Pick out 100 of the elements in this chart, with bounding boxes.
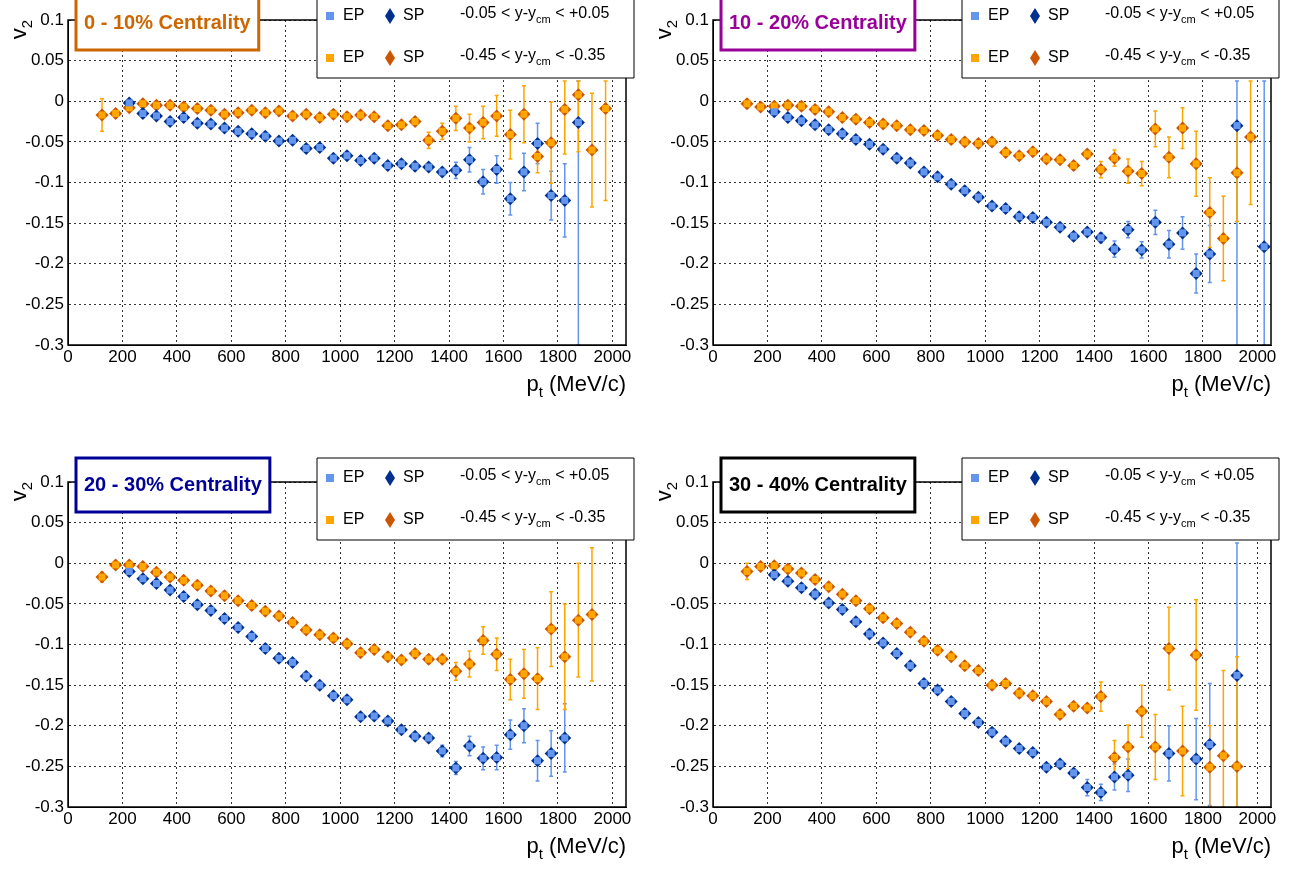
y-tick-label: -0.3 (679, 334, 709, 354)
y-tick-label: -0.25 (670, 294, 709, 314)
x-tick-label: 1600 (1129, 808, 1168, 828)
x-tick-label: 800 (916, 808, 945, 828)
y-tick-label: 0 (699, 552, 709, 572)
y-tick-label: -0.1 (34, 172, 64, 192)
y-tick-label: -0.15 (670, 674, 709, 694)
x-tick-label: 1200 (375, 346, 414, 366)
x-tick-label: 2000 (1238, 808, 1277, 828)
x-tick-label: 1800 (1184, 346, 1222, 366)
chart-title: 20 - 30% Centrality (84, 472, 263, 495)
legend-label: SP (1048, 468, 1070, 486)
chart-title: 10 - 20% Centrality (729, 10, 908, 33)
y-tick-label: -0.1 (679, 172, 709, 192)
x-tick-label: 1200 (375, 808, 414, 828)
x-tick-label: 1400 (430, 346, 468, 366)
x-tick-label: 1600 (484, 346, 523, 366)
x-tick-label: 200 (753, 808, 782, 828)
x-tick-label: 600 (862, 346, 891, 366)
x-tick-label: 1000 (321, 346, 360, 366)
y-tick-label: -0.25 (25, 756, 64, 776)
legend-label: SP (403, 510, 425, 528)
x-tick-label: 400 (162, 346, 192, 366)
y-tick-label: -0.15 (670, 212, 709, 232)
legend-label: SP (1048, 6, 1070, 24)
y-tick-label: -0.2 (34, 715, 64, 735)
y-tick-label: 0.05 (30, 512, 64, 532)
y-tick-label: -0.3 (679, 796, 709, 816)
y-axis-title: v2 (6, 482, 35, 502)
y-tick-label: 0.1 (685, 471, 709, 491)
y-tick-label: 0.05 (30, 50, 64, 70)
legend-label: EP (343, 468, 365, 486)
legend-label: EP (988, 6, 1010, 24)
x-tick-label: 400 (807, 346, 837, 366)
y-tick-label: -0.3 (34, 334, 64, 354)
chart-title: 30 - 40% Centrality (729, 472, 908, 495)
legend-label: EP (343, 48, 365, 66)
x-tick-label: 1000 (321, 808, 360, 828)
y-tick-label: 0 (699, 90, 709, 110)
x-tick-label: 600 (862, 808, 891, 828)
x-tick-label: 1000 (966, 346, 1005, 366)
y-tick-label: -0.2 (679, 253, 709, 273)
x-tick-label: 400 (807, 808, 837, 828)
y-tick-label: 0.05 (675, 50, 709, 70)
y-tick-label: -0.05 (670, 593, 709, 613)
x-tick-label: 2000 (1238, 346, 1277, 366)
y-axis-title: v2 (6, 20, 35, 40)
x-tick-label: 800 (271, 808, 300, 828)
legend-label: EP (343, 6, 365, 24)
x-tick-label: 2000 (593, 346, 632, 366)
y-tick-label: 0 (54, 90, 64, 110)
y-tick-label: 0.1 (685, 9, 709, 29)
y-tick-label: -0.25 (25, 294, 64, 314)
y-tick-label: -0.25 (670, 756, 709, 776)
legend-label: SP (403, 48, 425, 66)
y-tick-label: -0.05 (25, 131, 64, 151)
y-tick-label: -0.15 (25, 212, 64, 232)
x-tick-label: 600 (217, 808, 246, 828)
y-tick-label: 0 (54, 552, 64, 572)
y-tick-label: -0.1 (679, 634, 709, 654)
y-tick-label: -0.2 (679, 715, 709, 735)
y-tick-label: -0.3 (34, 796, 64, 816)
legend-label: EP (988, 48, 1010, 66)
y-tick-label: -0.05 (670, 131, 709, 151)
y-tick-label: -0.2 (34, 253, 64, 273)
y-tick-label: -0.05 (25, 593, 64, 613)
legend-label: EP (343, 510, 365, 528)
x-tick-label: 800 (271, 346, 300, 366)
legend-label: SP (403, 468, 425, 486)
x-tick-label: 200 (108, 808, 137, 828)
x-tick-label: 600 (217, 346, 246, 366)
x-tick-label: 1000 (966, 808, 1005, 828)
y-tick-label: -0.15 (25, 674, 64, 694)
legend-label: SP (403, 6, 425, 24)
x-tick-label: 1800 (539, 808, 577, 828)
x-tick-label: 1800 (1184, 808, 1222, 828)
y-tick-label: 0.1 (40, 471, 64, 491)
y-tick-label: 0.1 (40, 9, 64, 29)
x-tick-label: 1800 (539, 346, 577, 366)
legend-label: EP (988, 468, 1010, 486)
x-tick-label: 1200 (1020, 346, 1059, 366)
legend-label: SP (1048, 48, 1070, 66)
y-axis-title: v2 (651, 20, 680, 40)
x-tick-label: 400 (162, 808, 192, 828)
x-tick-label: 1400 (430, 808, 468, 828)
y-tick-label: -0.1 (34, 634, 64, 654)
x-tick-label: 800 (916, 346, 945, 366)
x-tick-label: 1600 (1129, 346, 1168, 366)
x-tick-label: 200 (753, 346, 782, 366)
legend-label: SP (1048, 510, 1070, 528)
y-axis-title: v2 (651, 482, 680, 502)
y-tick-label: 0.05 (675, 512, 709, 532)
chart-title: 0 - 10% Centrality (84, 10, 252, 33)
legend-label: EP (988, 510, 1010, 528)
x-tick-label: 200 (108, 346, 137, 366)
x-tick-label: 1400 (1075, 808, 1113, 828)
x-tick-label: 1200 (1020, 808, 1059, 828)
x-tick-label: 2000 (593, 808, 632, 828)
x-tick-label: 1400 (1075, 346, 1113, 366)
x-tick-label: 1600 (484, 808, 523, 828)
